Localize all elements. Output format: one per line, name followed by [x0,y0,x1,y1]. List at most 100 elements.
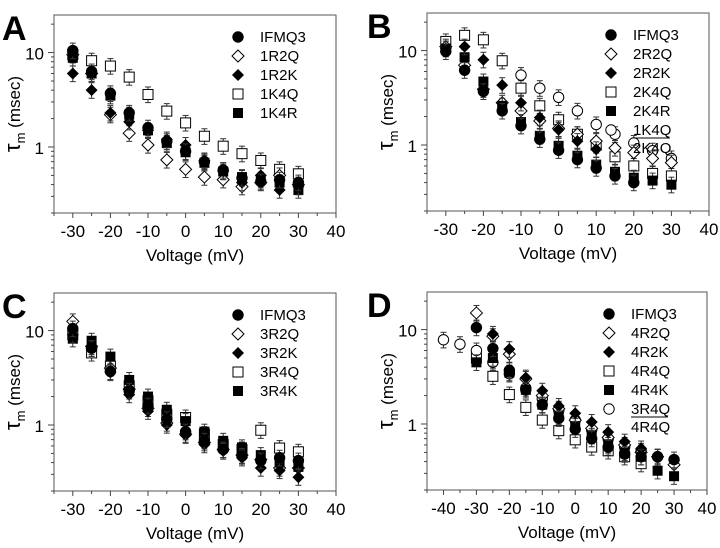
legend-label: 1R2Q [260,48,299,65]
data-point [123,107,135,119]
legend-marker [233,386,243,396]
data-point [123,385,135,397]
data-point [602,426,615,439]
x-tick-label: -10 [136,500,161,519]
data-point [486,327,499,340]
x-tick-label: 20 [251,500,270,519]
data-point [236,450,248,462]
legend-label: IFMQ3 [260,307,306,324]
data-point [590,143,603,156]
data-point [519,371,532,384]
legend-marker [603,403,615,415]
data-point [273,452,286,464]
data-point [122,126,136,140]
data-point [669,471,680,482]
data-point [515,82,527,94]
legend-marker [231,327,245,341]
data-point [552,400,565,413]
data-point [180,416,191,427]
data-point [571,105,584,117]
data-point [104,365,117,378]
legend-entry: 1K4Q [232,86,298,103]
legend-label: 2R2Q [633,46,672,63]
x-tick-label: 10 [214,222,233,241]
legend-entry: 3R2Q [231,326,299,343]
data-point [292,176,305,189]
data-point [515,96,527,109]
legend-label: 1K4Q [260,86,298,103]
x-tick-label: -30 [434,220,459,239]
data-point [217,443,229,456]
data-point [180,117,192,129]
legend-entry: 2R2K [605,65,671,82]
legend-marker [603,308,615,320]
legend-label: 3R4Q [260,364,299,381]
data-point [586,432,598,445]
data-point [218,435,229,446]
data-point [503,364,516,377]
x-tick-label: 40 [700,220,719,239]
x-tick-label: 10 [587,220,606,239]
legend-entry: IFMQ3 [232,307,306,324]
legend-marker [606,106,616,116]
data-point [104,87,117,100]
series-ifmq3 [67,42,305,192]
y-tick-label: 10 [25,45,44,64]
y-axis-title: τm (msec) [373,353,401,429]
panel-letter: B [367,8,392,46]
x-tick-label: 30 [289,500,308,519]
legend-marker [232,366,244,378]
data-point [179,425,192,438]
legend-label: 3R4Q [631,401,670,418]
data-point [292,471,305,484]
legend-label: 3R4K [260,383,298,400]
x-tick-label: -30 [61,500,86,519]
data-point [553,425,565,437]
legend-entry: 2R2Q [604,46,672,63]
plot-frame [53,292,337,492]
data-point [536,414,548,426]
data-point [161,413,173,425]
data-point [515,120,527,132]
legend-marker [232,88,244,100]
data-point [552,91,565,104]
data-point [197,170,212,184]
data-point [478,76,489,87]
data-point [533,111,546,124]
data-point [503,343,516,356]
y-tick-label: 10 [25,323,44,342]
data-point [179,145,192,158]
data-point [534,100,546,112]
legend-marker [605,29,617,41]
data-point [67,44,79,57]
x-tick-label: -10 [530,499,555,518]
data-point [618,435,631,448]
data-point [515,69,527,81]
x-axis-title: Voltage (mV) [146,524,244,543]
data-point [635,451,647,463]
plot-frame [426,12,710,212]
data-point [608,141,622,155]
y-tick-label: 1 [408,416,417,435]
data-point [255,154,267,166]
panel-d: D -40 -30 -20 -10 0 10 20 30 40 1 10 Voltage (mV) τm … [367,287,716,542]
data-point [217,164,229,176]
data-point [627,145,641,160]
data-point [536,384,549,397]
legend-label: 3R2Q [260,326,299,343]
legend-entry: 1R2K [232,67,298,84]
data-point [496,55,508,67]
legend-entry: IFMQ3 [232,29,306,46]
data-point [602,441,614,453]
data-point [198,130,210,142]
legend-label: 1K4Q [633,122,671,139]
x-tick-label: 30 [289,222,308,241]
y-tick-label: 1 [408,137,417,156]
data-point [178,162,193,177]
legend-label: IFMQ3 [260,29,306,46]
x-tick-label: 20 [624,220,643,239]
data-point [503,389,515,401]
x-tick-label: 40 [698,499,717,518]
